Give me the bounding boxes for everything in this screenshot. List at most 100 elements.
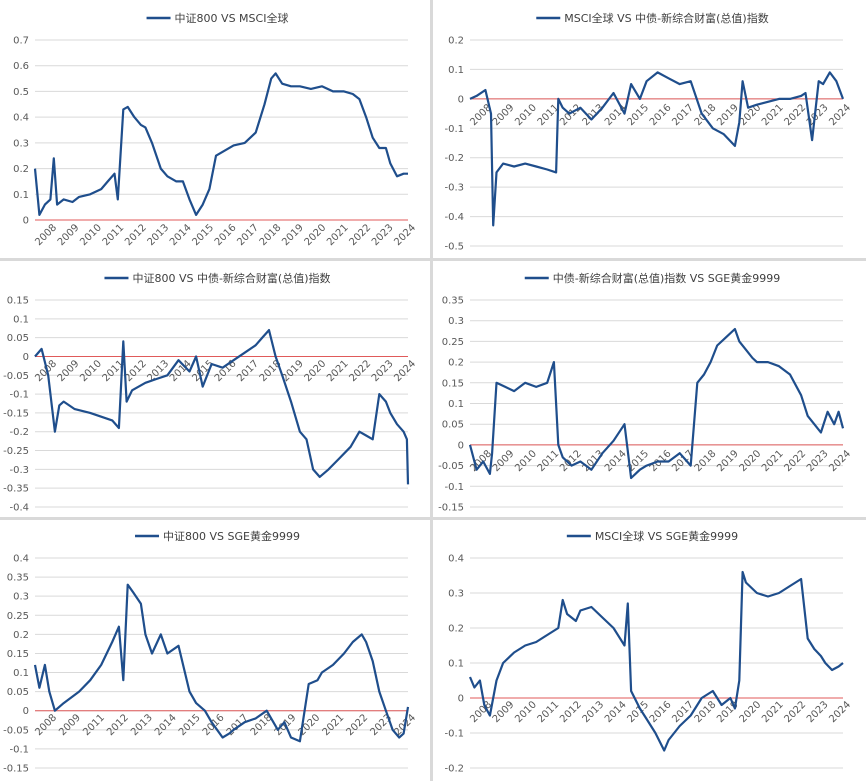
y-tick-label: 0.2 — [448, 624, 464, 635]
x-tick-label: 2024 — [827, 699, 853, 725]
y-tick-label: 0.3 — [448, 589, 464, 600]
x-tick-label: 2023 — [370, 222, 396, 248]
x-tick-label: 2021 — [325, 222, 351, 248]
x-tick-label: 2022 — [782, 699, 808, 725]
x-tick-label: 2013 — [129, 712, 155, 738]
plot-group: -0.15 -0.1 -0.05 0 0.05 0.1 0.15 0.2 0.25 0.3 0.35… — [3, 529, 418, 775]
x-tick-label: 2014 — [153, 712, 179, 738]
y-tick-label: 0.3 — [13, 592, 29, 603]
chart-svg-5: -0.15 -0.1 -0.05 0 0.05 0.1 0.15 0.2 0.25 0.3 0.35… — [3, 529, 418, 775]
x-tick-label: 2010 — [513, 448, 539, 474]
y-tick-label: 0.4 — [13, 554, 29, 565]
series-line — [468, 327, 845, 480]
x-tick-label: 2016 — [648, 102, 674, 128]
y-tick-label: 0.4 — [448, 554, 464, 565]
chart-svg-4: -0.15 -0.1 -0.05 0 0.05 0.1 0.15 0.2 0.25 0.3 0.35… — [438, 271, 853, 514]
chart-svg-6: -0.2-0.100.10.20.30.42008200920102011201… — [444, 529, 853, 775]
x-tick-label: 2015 — [190, 222, 216, 248]
y-tick-label: -0.15 — [3, 764, 29, 775]
legend-label: 中证800 VS 中债-新综合财富(总值)指数 — [132, 271, 330, 285]
x-tick-label: 2019 — [715, 699, 741, 725]
x-tick-label: 2017 — [235, 358, 261, 384]
y-tick-label: -0.3 — [9, 465, 29, 476]
chart-svg-2: -0.5-0.4-0.3-0.2-0.100.10.22008200920102… — [444, 11, 853, 253]
y-tick-label: 0.05 — [7, 333, 29, 344]
legend-label: 中证800 VS MSCI全球 — [175, 11, 289, 25]
x-tick-label: 2011 — [81, 712, 107, 738]
legend-label: MSCI全球 VS SGE黄金9999 — [595, 529, 738, 543]
x-tick-label: 2017 — [670, 102, 696, 128]
y-tick-label: 0.35 — [7, 573, 29, 584]
x-tick-label: 2018 — [693, 448, 719, 474]
x-tick-label: 2018 — [258, 222, 284, 248]
x-tick-label: 2009 — [56, 358, 82, 384]
y-tick-label: 0.5 — [13, 87, 29, 98]
y-tick-label: 0 — [23, 706, 29, 717]
x-tick-label: 2014 — [603, 102, 629, 128]
series-line — [33, 72, 408, 216]
y-tick-label: 0 — [23, 216, 29, 227]
y-tick-label: 0 — [458, 440, 464, 451]
chart-panel-5: -0.15 -0.1 -0.05 0 0.05 0.1 0.15 0.2 0.25 0.3 0.35… — [0, 520, 430, 781]
y-tick-label: -0.2 — [444, 764, 464, 775]
x-tick-label: 2018 — [693, 102, 719, 128]
y-tick-label: -0.35 — [3, 484, 29, 495]
y-tick-label: 0.25 — [442, 337, 464, 348]
y-tick-label: -0.05 — [438, 461, 464, 472]
chart-panel-4: -0.15 -0.1 -0.05 0 0.05 0.1 0.15 0.2 0.25 0.3 0.35… — [433, 261, 866, 517]
x-tick-label: 2023 — [370, 358, 396, 384]
y-tick-label: -0.15 — [438, 503, 464, 514]
x-tick-label: 2008 — [33, 712, 59, 738]
y-tick-label: 0.1 — [13, 190, 29, 201]
x-tick-label: 2021 — [325, 358, 351, 384]
x-tick-label: 2015 — [625, 102, 651, 128]
x-tick-label: 2011 — [536, 448, 562, 474]
x-tick-label: 2021 — [760, 699, 786, 725]
y-tick-label: -0.05 — [3, 371, 29, 382]
x-tick-label: 2012 — [123, 358, 149, 384]
chart-panel-1: 0 0.1 0.2 0.3 0.4 0.5 0.6 0.7 2008 2009 2010 2011 20… — [0, 0, 430, 258]
x-tick-label: 2014 — [603, 699, 629, 725]
series-line — [468, 570, 844, 752]
x-tick-label: 2015 — [177, 712, 203, 738]
x-tick-label: 2024 — [392, 358, 418, 384]
x-tick-label: 2010 — [78, 358, 104, 384]
y-tick-label: 0.6 — [13, 61, 29, 72]
y-tick-label: 0.2 — [448, 36, 464, 47]
y-tick-label: 0.35 — [442, 296, 464, 307]
y-tick-label: 0.15 — [442, 378, 464, 389]
y-tick-label: -0.1 — [444, 729, 464, 740]
y-tick-label: 0.25 — [7, 611, 29, 622]
y-tick-label: 0.1 — [448, 399, 464, 410]
x-tick-label: 2013 — [146, 222, 172, 248]
x-tick-label: 2017 — [235, 222, 261, 248]
y-tick-label: -0.2 — [9, 427, 29, 438]
y-tick-label: -0.25 — [3, 446, 29, 457]
x-tick-label: 2010 — [513, 699, 539, 725]
y-tick-label: 0.15 — [7, 649, 29, 660]
x-tick-label: 2010 — [513, 102, 539, 128]
y-tick-label: -0.4 — [9, 503, 29, 514]
x-tick-label: 2022 — [344, 712, 370, 738]
y-tick-label: 0.4 — [13, 113, 29, 124]
series-line — [34, 329, 410, 485]
x-tick-label: 2013 — [146, 358, 172, 384]
x-tick-label: 2019 — [715, 448, 741, 474]
x-tick-label: 2024 — [827, 102, 853, 128]
x-tick-label: 2016 — [213, 222, 239, 248]
x-tick-label: 2022 — [347, 358, 373, 384]
y-tick-label: 0.7 — [13, 36, 29, 47]
x-tick-label: 2010 — [78, 222, 104, 248]
plot-group: -0.2-0.100.10.20.30.42008200920102011201… — [444, 529, 853, 775]
x-tick-label: 2012 — [558, 699, 584, 725]
x-tick-label: 2024 — [827, 448, 853, 474]
x-tick-label: 2021 — [321, 712, 347, 738]
legend-label: MSCI全球 VS 中债-新综合财富(总值)指数 — [564, 11, 768, 25]
series-line — [33, 583, 410, 743]
chart-panel-3: -0.4 -0.35 -0.3 -0.25 -0.2 -0.15 -0.1 -0.05 0 0.0… — [0, 261, 430, 517]
chart-svg-3: -0.4 -0.35 -0.3 -0.25 -0.2 -0.15 -0.1 -0.05 0 0.0… — [3, 271, 418, 514]
chart-panel-2: -0.5 -0.4 -0.3 -0.2 -0.1 0 0.1 0.2 2008 2009 2010 2… — [433, 0, 866, 258]
x-tick-label: 2020 — [738, 699, 764, 725]
x-tick-label: 2009 — [491, 102, 517, 128]
y-tick-label: -0.3 — [444, 183, 464, 194]
